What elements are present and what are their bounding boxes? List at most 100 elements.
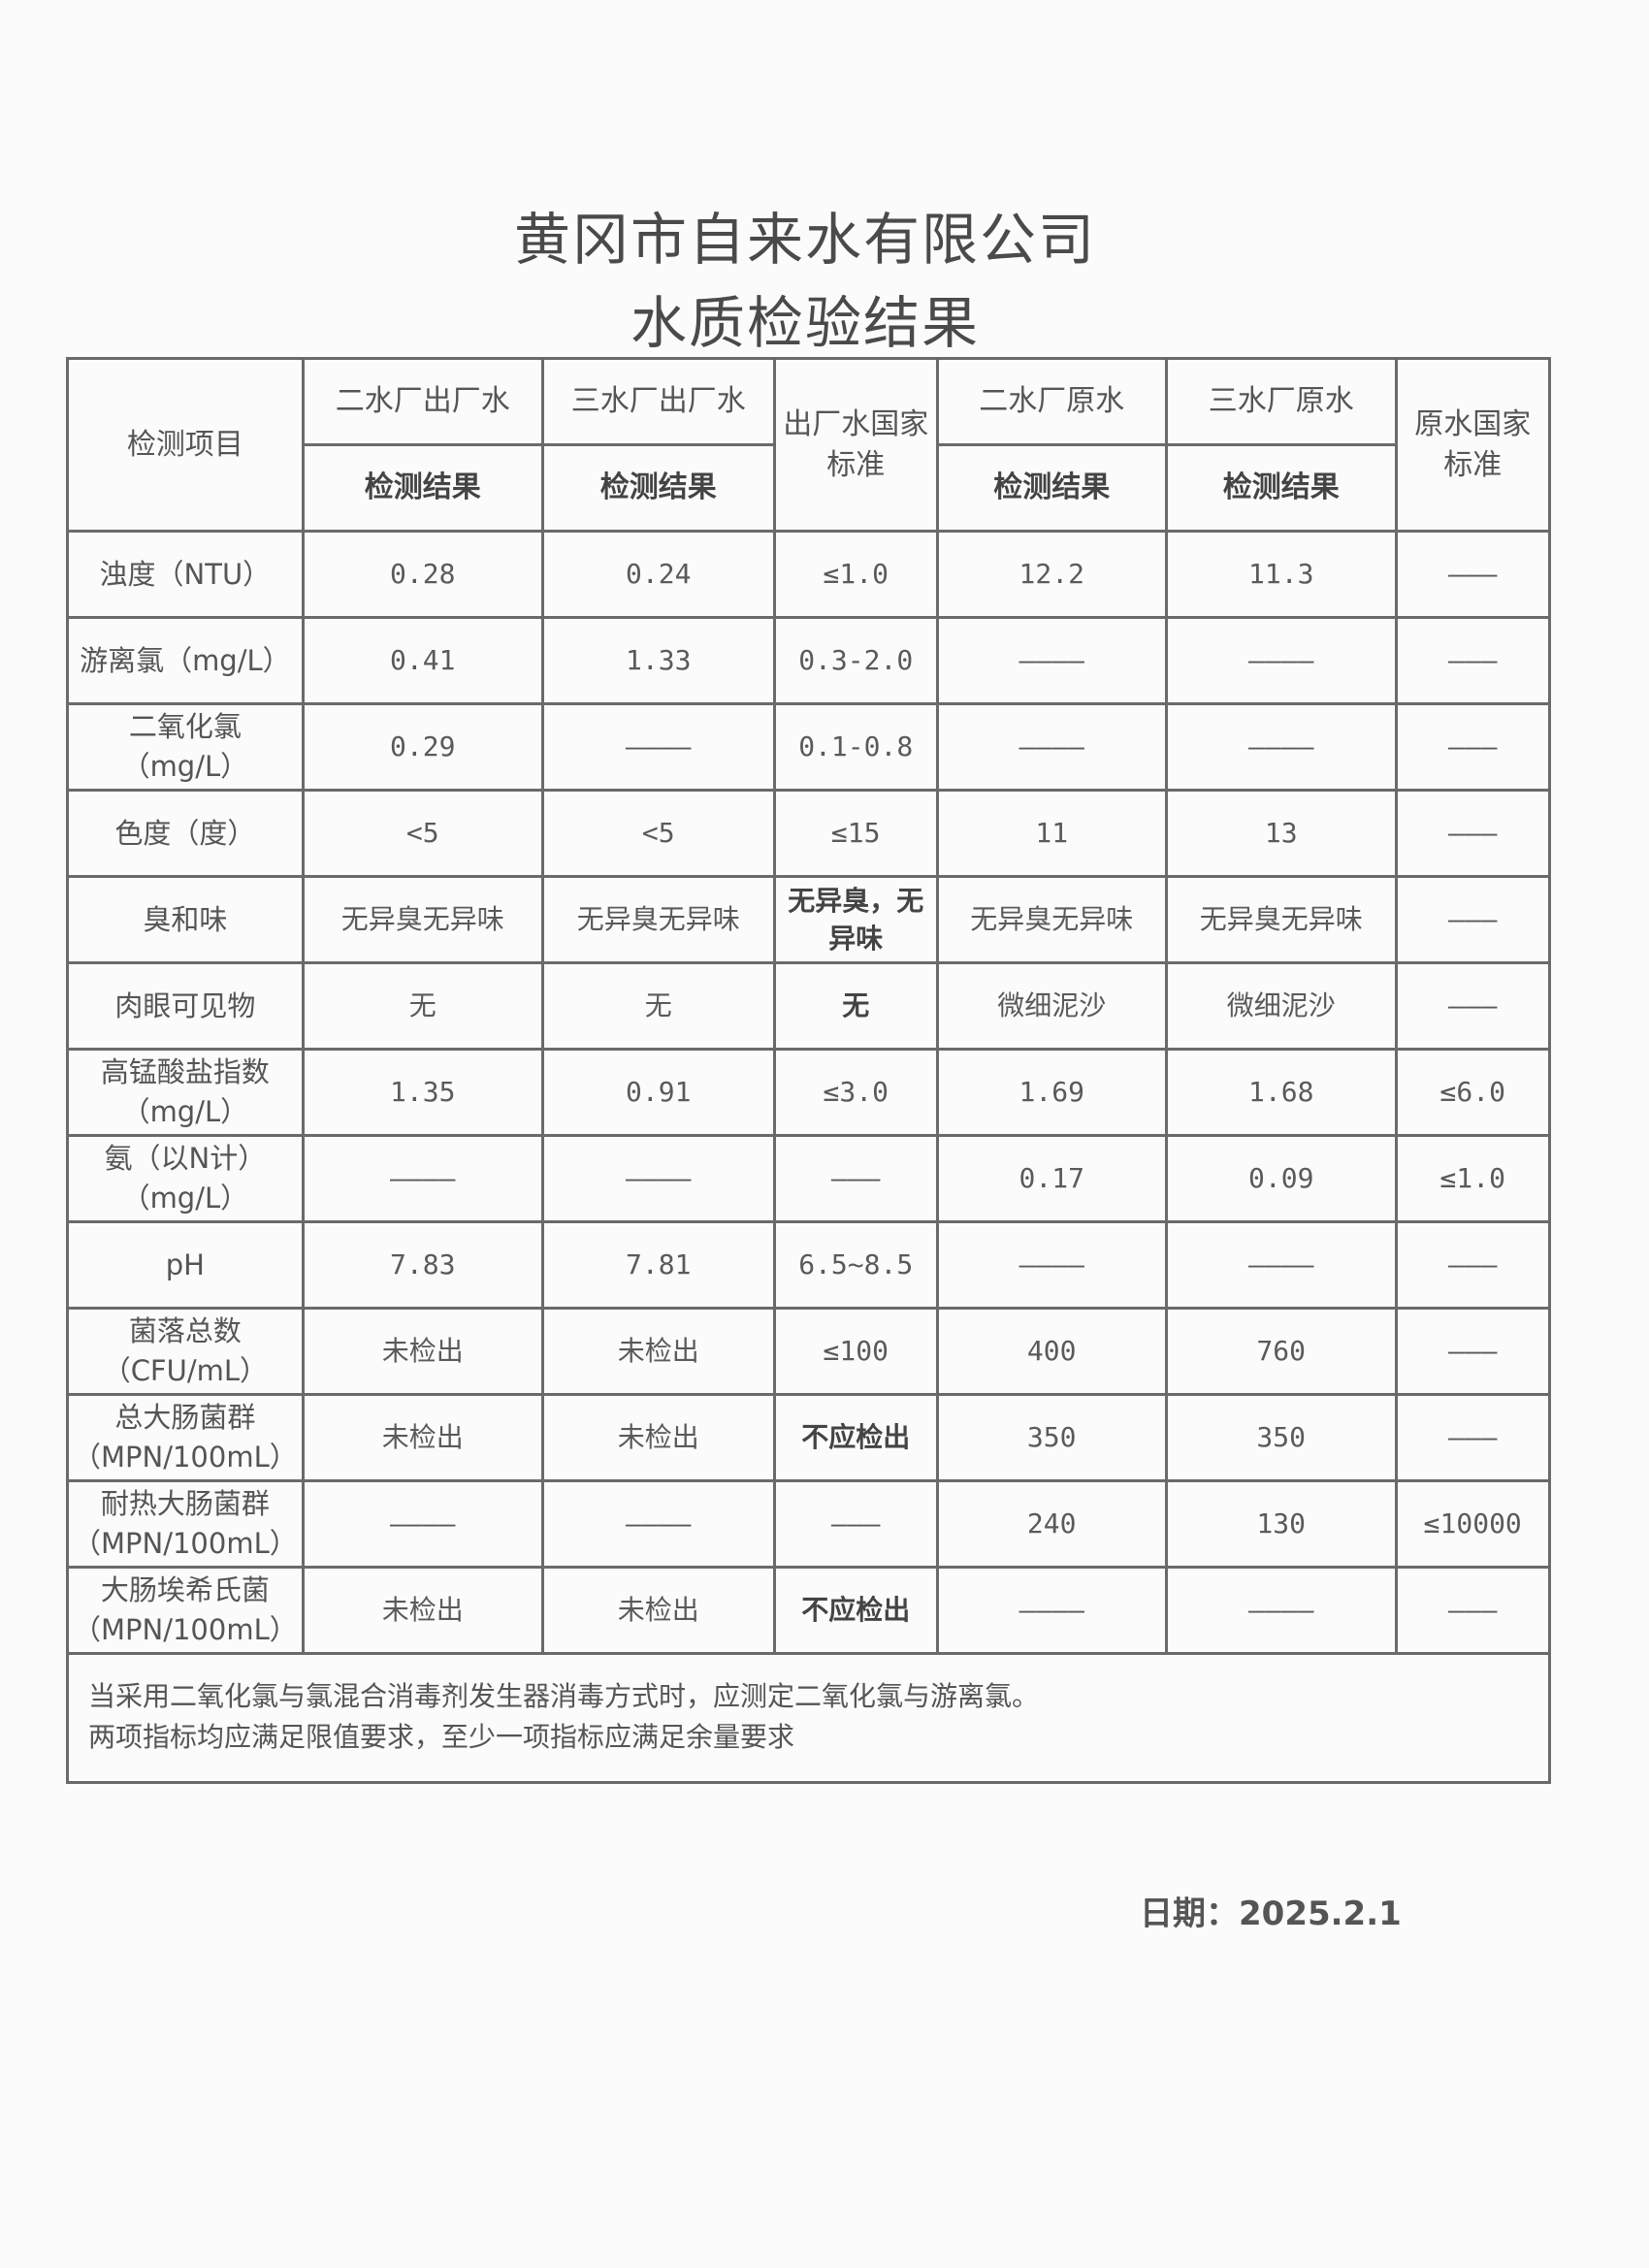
value-cell: ——— <box>1394 1220 1551 1310</box>
header-result: 检测结果 <box>540 443 776 533</box>
value-cell: 13 <box>1164 789 1398 878</box>
item-name: 高锰酸盐指数（mg/L） <box>66 1048 305 1137</box>
table-row: 高锰酸盐指数（mg/L） 1.35 0.91 ≤3.0 1.69 1.68 ≤6.0 <box>66 1048 1551 1137</box>
value-cell: 无异臭无异味 <box>540 875 776 964</box>
item-name: 耐热大肠菌群（MPN/100mL） <box>66 1479 305 1569</box>
value-cell: ——— <box>1394 1307 1551 1396</box>
header-plant2-out: 二水厂出厂水 <box>301 357 544 446</box>
item-name: 肉眼可见物 <box>66 961 305 1051</box>
value-cell: ———— <box>301 1479 544 1569</box>
value-cell: ———— <box>935 702 1168 792</box>
value-cell: 未检出 <box>540 1566 776 1655</box>
note-line: 当采用二氧化氯与氯混合消毒剂发生器消毒方式时，应测定二氧化氯与游离氯。 <box>88 1680 1040 1712</box>
table-row: 大肠埃希氏菌（MPN/100mL） 未检出 未检出 不应检出 ———— ———— ——— <box>66 1566 1551 1655</box>
header-result: 检测结果 <box>301 443 544 533</box>
value-cell: 0.28 <box>301 530 544 619</box>
value-cell: ——— <box>1394 1393 1551 1482</box>
value-cell: 未检出 <box>540 1307 776 1396</box>
value-cell: 11.3 <box>1164 530 1398 619</box>
value-cell: ———— <box>540 702 776 792</box>
value-cell: ≤3.0 <box>772 1048 939 1137</box>
note-line: 两项指标均应满足限值要求，至少一项指标应满足余量要求 <box>88 1721 795 1753</box>
value-cell: ≤1.0 <box>1394 1134 1551 1223</box>
table-row: 游离氯（mg/L） 0.41 1.33 0.3-2.0 ———— ———— ——— <box>66 616 1551 705</box>
value-cell: 350 <box>935 1393 1168 1482</box>
value-cell: 0.17 <box>935 1134 1168 1223</box>
table-row: 菌落总数（CFU/mL） 未检出 未检出 ≤100 400 760 ——— <box>66 1307 1551 1396</box>
note: 当采用二氧化氯与氯混合消毒剂发生器消毒方式时，应测定二氧化氯与游离氯。 两项指标… <box>66 1652 1551 1784</box>
header-plant3-raw: 三水厂原水 <box>1164 357 1398 446</box>
item-name: 色度（度） <box>66 789 305 878</box>
value-cell: 0.3-2.0 <box>772 616 939 705</box>
header-result: 检测结果 <box>1164 443 1398 533</box>
value-cell: 1.69 <box>935 1048 1168 1137</box>
value-cell: ——— <box>1394 702 1551 792</box>
value-cell: 0.24 <box>540 530 776 619</box>
value-cell: 0.41 <box>301 616 544 705</box>
value-cell: 240 <box>935 1479 1168 1569</box>
value-cell: ———— <box>301 1134 544 1223</box>
value-cell: ≤6.0 <box>1394 1048 1551 1137</box>
table-row: 氨（以N计）（mg/L） ———— ———— ——— 0.17 0.09 ≤1.0 <box>66 1134 1551 1223</box>
header-result: 检测结果 <box>935 443 1168 533</box>
value-cell: ———— <box>1164 702 1398 792</box>
item-name: 浊度（NTU） <box>66 530 305 619</box>
value-cell: 无异臭无异味 <box>301 875 544 964</box>
value-cell: ≤15 <box>772 789 939 878</box>
header-plant3-out: 三水厂出厂水 <box>540 357 776 446</box>
value-cell: 未检出 <box>301 1393 544 1482</box>
value-cell: 130 <box>1164 1479 1398 1569</box>
value-cell: ——— <box>1394 530 1551 619</box>
value-cell: 760 <box>1164 1307 1398 1396</box>
value-cell: ———— <box>935 1220 1168 1310</box>
value-cell: ——— <box>1394 875 1551 964</box>
value-cell: ≤100 <box>772 1307 939 1396</box>
value-cell: ———— <box>1164 616 1398 705</box>
value-cell: ——— <box>772 1134 939 1223</box>
value-cell: 0.91 <box>540 1048 776 1137</box>
value-cell: <5 <box>540 789 776 878</box>
value-cell: 0.1-0.8 <box>772 702 939 792</box>
item-name: 二氧化氯（mg/L） <box>66 702 305 792</box>
table-row: 臭和味 无异臭无异味 无异臭无异味 无异臭，无异味 无异臭无异味 无异臭无异味 ——— <box>66 875 1551 964</box>
value-cell: ———— <box>935 1566 1168 1655</box>
item-name: pH <box>66 1220 305 1310</box>
value-cell: 12.2 <box>935 530 1168 619</box>
value-cell: ———— <box>935 616 1168 705</box>
value-cell: 11 <box>935 789 1168 878</box>
value-cell: 未检出 <box>301 1307 544 1396</box>
value-cell: 无 <box>540 961 776 1051</box>
table-row: 总大肠菌群（MPN/100mL） 未检出 未检出 不应检出 350 350 ——— <box>66 1393 1551 1482</box>
table-row: 色度（度） <5 <5 ≤15 11 13 ——— <box>66 789 1551 878</box>
value-cell: ——— <box>1394 1566 1551 1655</box>
value-cell: 无 <box>301 961 544 1051</box>
report-title: 水质检验结果 <box>630 290 980 356</box>
value-cell: 无异臭无异味 <box>1164 875 1398 964</box>
item-name: 菌落总数（CFU/mL） <box>66 1307 305 1396</box>
value-cell: 350 <box>1164 1393 1398 1482</box>
table-row: pH 7.83 7.81 6.5~8.5 ———— ———— ——— <box>66 1220 1551 1310</box>
header-std-raw: 原水国家标准 <box>1394 357 1551 533</box>
water-quality-table: 检测项目 二水厂出厂水 三水厂出厂水 出厂水国家标准 二水厂原水 三水厂原水 原… <box>66 357 1551 1784</box>
header-item: 检测项目 <box>66 357 305 533</box>
value-cell: 1.68 <box>1164 1048 1398 1137</box>
header-plant2-raw: 二水厂原水 <box>935 357 1168 446</box>
value-cell: 1.33 <box>540 616 776 705</box>
item-name: 大肠埃希氏菌（MPN/100mL） <box>66 1566 305 1655</box>
table-row: 浊度（NTU） 0.28 0.24 ≤1.0 12.2 11.3 ——— <box>66 530 1551 619</box>
value-cell: 0.29 <box>301 702 544 792</box>
value-cell: ≤1.0 <box>772 530 939 619</box>
report-date: 日期：2025.2.1 <box>1140 1895 1402 1933</box>
item-name: 臭和味 <box>66 875 305 964</box>
item-name: 游离氯（mg/L） <box>66 616 305 705</box>
table-row: 耐热大肠菌群（MPN/100mL） ———— ———— ——— 240 130 ≤10000 <box>66 1479 1551 1569</box>
value-cell: 7.81 <box>540 1220 776 1310</box>
value-cell: ——— <box>1394 961 1551 1051</box>
value-cell: ———— <box>540 1134 776 1223</box>
value-cell: ——— <box>772 1479 939 1569</box>
value-cell: ≤10000 <box>1394 1479 1551 1569</box>
table-row: 肉眼可见物无无无微细泥沙 微细泥沙 ——— <box>66 961 1551 1051</box>
value-cell: 无异臭，无异味 <box>772 875 939 964</box>
value-cell: ———— <box>1164 1220 1398 1310</box>
value-cell: ——— <box>1394 616 1551 705</box>
